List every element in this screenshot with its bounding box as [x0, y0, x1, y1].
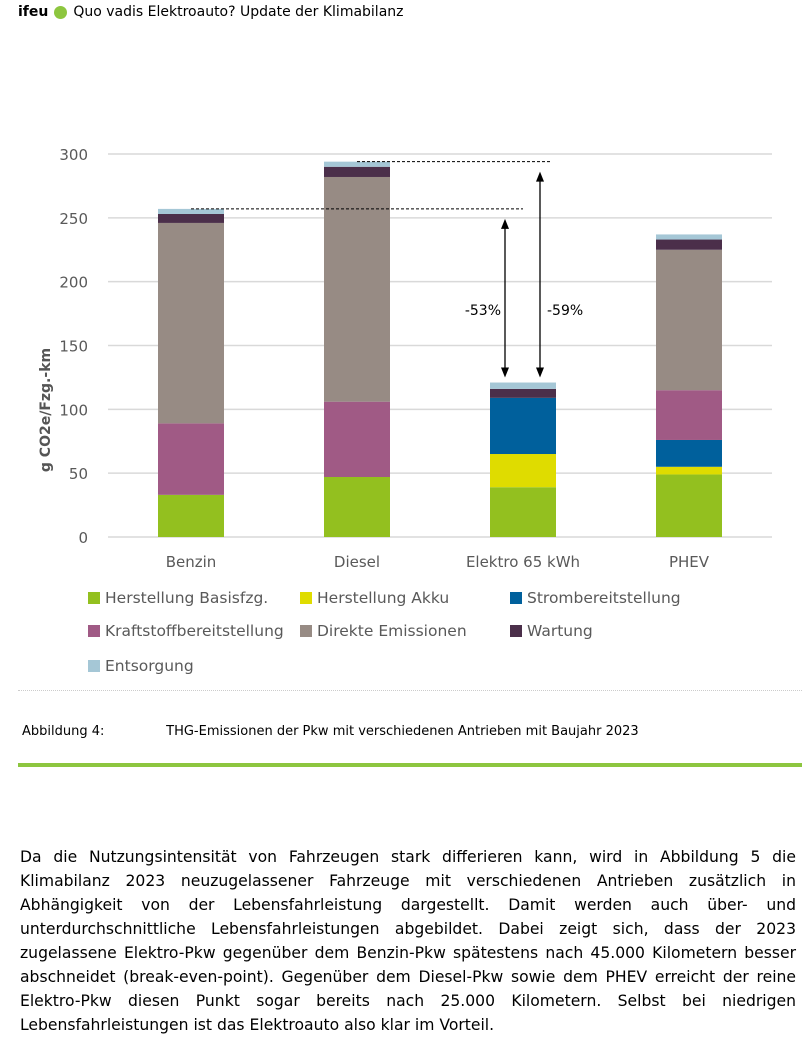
legend-label: Herstellung Akku — [317, 589, 449, 607]
divider — [18, 690, 802, 691]
x-tick-label: Benzin — [166, 553, 217, 571]
bar-segment — [656, 466, 722, 475]
bar-segment — [490, 454, 556, 488]
bar-segment — [158, 222, 224, 424]
bar-segment — [324, 166, 390, 177]
bar-segment — [490, 487, 556, 537]
legend-label: Strombereitstellung — [527, 589, 681, 607]
arrow-53-head-down — [501, 367, 509, 378]
legend-swatch — [88, 625, 100, 637]
bar-segment — [158, 423, 224, 495]
figure-caption: Abbildung 4: THG-Emissionen der Pkw mit … — [22, 724, 639, 739]
bar-segment — [158, 494, 224, 537]
y-tick-label: 50 — [69, 465, 88, 483]
bar-segment — [656, 439, 722, 467]
legend-label: Entsorgung — [105, 657, 194, 675]
bar-segment — [324, 161, 390, 167]
bar-segment — [656, 249, 722, 391]
x-tick-label: Diesel — [334, 553, 380, 571]
bar-segment — [324, 401, 390, 477]
annotation-label: -59% — [547, 303, 583, 319]
arrow-59-head-up — [536, 171, 544, 182]
y-tick-label: 0 — [78, 529, 88, 547]
bar-segment — [656, 234, 722, 240]
x-tick-label: Elektro 65 kWh — [466, 553, 580, 571]
bar-segment — [158, 208, 224, 215]
caption-label: Abbildung 4: — [22, 724, 105, 739]
y-axis-label: g CO2e/Fzg.-km — [38, 348, 54, 472]
arrow-59-head-down — [536, 367, 544, 378]
legend-swatch — [88, 592, 100, 604]
legend-swatch — [300, 625, 312, 637]
caption-text: THG-Emissionen der Pkw mit verschiedenen… — [166, 724, 639, 739]
legend-label: Herstellung Basisfzg. — [105, 589, 268, 607]
bar-segment — [656, 474, 722, 537]
bar-segment — [490, 382, 556, 389]
bar-segment — [490, 388, 556, 398]
bar-segment — [324, 476, 390, 537]
y-tick-label: 250 — [59, 210, 88, 228]
bar-segment — [490, 397, 556, 455]
body-paragraph: Da die Nutzungsintensität von Fahrzeugen… — [20, 848, 796, 1034]
y-tick-label: 150 — [59, 338, 88, 356]
stacked-bar-chart: 0 50 100 150 200 250 300 Benzin Diesel Elektro 65… — [38, 146, 772, 675]
legend-label: Direkte Emissionen — [317, 622, 467, 640]
y-tick-label: 100 — [59, 401, 88, 419]
bar-segment — [324, 176, 390, 402]
legend-label: Kraftstoffbereitstellung — [105, 622, 284, 640]
green-dot-icon — [54, 5, 68, 19]
legend-label: Wartung — [527, 622, 593, 640]
legend-swatch — [510, 625, 522, 637]
legend-swatch — [88, 660, 100, 672]
ifeu-logo: ifeu — [18, 4, 49, 20]
annotation-label: -53% — [465, 303, 501, 319]
bar-segment — [158, 214, 224, 223]
y-tick-label: 200 — [59, 274, 88, 292]
header-title: Quo vadis Elektroauto? Update der Klimab… — [73, 4, 404, 20]
header: ifeu Quo vadis Elektroauto? Update der K… — [18, 4, 404, 20]
legend-swatch — [510, 592, 522, 604]
bar-segment — [656, 390, 722, 440]
x-tick-label: PHEV — [669, 553, 710, 571]
y-tick-label: 300 — [59, 146, 88, 164]
arrow-53-head-up — [501, 218, 509, 229]
legend-swatch — [300, 592, 312, 604]
bar-segment — [656, 239, 722, 250]
green-rule — [18, 763, 802, 767]
